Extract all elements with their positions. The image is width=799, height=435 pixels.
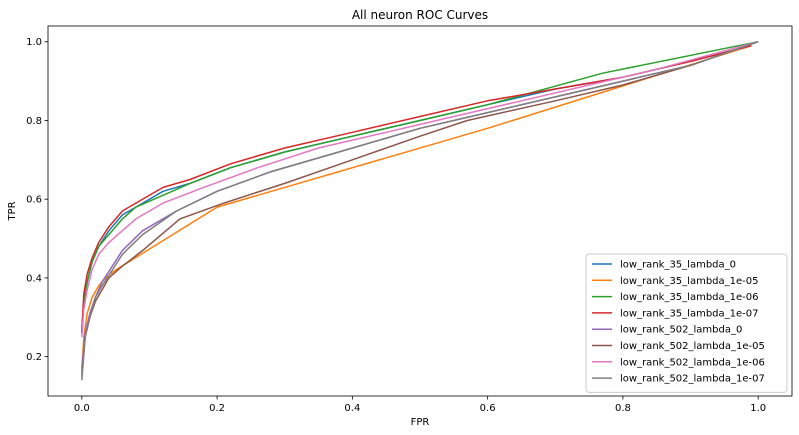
series-line-low_rank_35_lambda_1e-07: [81, 44, 752, 334]
x-tick-label: 1.0: [750, 403, 766, 414]
legend: low_rank_35_lambda_0 low_rank_35_lambda_1…: [585, 253, 788, 393]
legend-label: low_rank_35_lambda_1e-07: [620, 308, 759, 319]
legend-label: low_rank_35_lambda_1e-05: [620, 276, 759, 287]
y-tick-label: 0.2: [26, 352, 42, 363]
plot-frame: [47, 25, 793, 397]
x-tick-label: 0.0: [74, 403, 90, 414]
plot-area: 0.0 0.2 0.4 0.6 0.8 1.0 0.2 0.4 0.6 0.8 1.0: [26, 25, 793, 414]
x-tick-label: 0.8: [615, 403, 631, 414]
x-axis-label: FPR: [411, 417, 430, 428]
x-tick-label: 0.4: [344, 403, 360, 414]
series-line-low_rank_502_lambda_1e-05: [81, 40, 759, 377]
series-line-low_rank_502_lambda_1e-06: [81, 40, 759, 338]
y-tick-label: 1.0: [26, 37, 42, 48]
y-tick-label: 0.4: [26, 273, 42, 284]
legend-box: [585, 253, 788, 393]
y-tick-label: 0.8: [26, 116, 42, 127]
series-line-low_rank_35_lambda_1e-06: [81, 40, 759, 334]
x-tick-label: 0.6: [480, 403, 496, 414]
chart-title: All neuron ROC Curves: [352, 8, 488, 22]
y-axis-label: TPR: [7, 201, 18, 221]
series-line-low_rank_502_lambda_1e-07: [81, 40, 759, 381]
legend-label: low_rank_35_lambda_0: [620, 260, 736, 271]
legend-label: low_rank_502_lambda_1e-07: [620, 374, 765, 385]
legend-label: low_rank_502_lambda_1e-05: [620, 341, 765, 352]
series-lines: [81, 40, 759, 381]
x-tick-label: 0.2: [209, 403, 225, 414]
legend-label: low_rank_502_lambda_1e-06: [620, 357, 765, 368]
y-tick-label: 0.6: [26, 195, 42, 206]
legend-label: low_rank_35_lambda_1e-06: [620, 292, 759, 303]
legend-label: low_rank_502_lambda_0: [620, 325, 742, 336]
